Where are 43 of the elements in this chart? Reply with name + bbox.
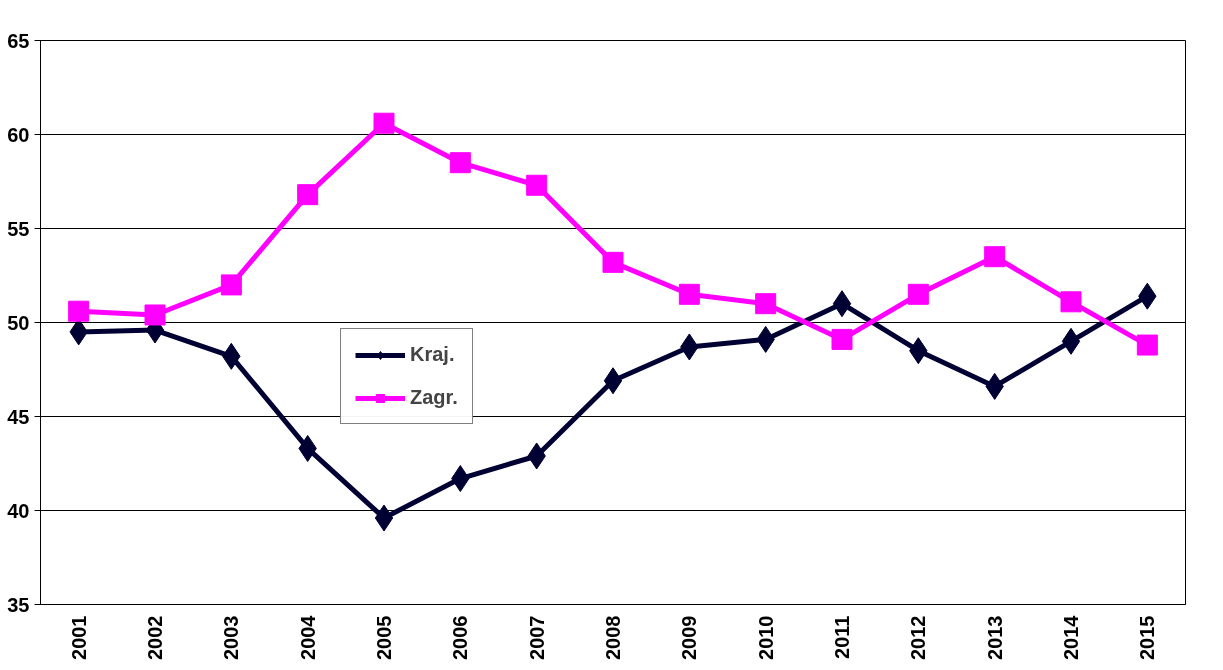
- y-tick-label: 40: [7, 499, 30, 522]
- x-tick-label: 2006: [449, 615, 472, 660]
- y-tick-label: 55: [7, 217, 30, 240]
- point: [907, 283, 929, 305]
- point: [373, 112, 395, 134]
- legend-label: Kraj.: [410, 343, 455, 366]
- x-tick-label: 2013: [983, 615, 1006, 660]
- legend-label: Zagr.: [410, 386, 458, 409]
- point: [832, 290, 852, 318]
- point: [603, 367, 623, 395]
- x-tick-label: 2015: [1136, 615, 1159, 660]
- x-tick-label: 2014: [1060, 614, 1082, 660]
- y-tick-label: 65: [7, 29, 30, 52]
- y-tick-label: 45: [7, 405, 30, 428]
- point: [297, 184, 319, 206]
- point: [831, 328, 853, 350]
- point: [449, 152, 471, 174]
- x-tick-label: 2003: [220, 615, 243, 660]
- x-tick-label: 2011: [831, 615, 853, 659]
- y-tick-label: 60: [7, 123, 30, 146]
- point: [374, 504, 394, 532]
- point: [602, 251, 624, 273]
- point: [678, 283, 700, 305]
- y-tick-label: 35: [7, 593, 30, 616]
- x-tick-label: 2005: [373, 615, 395, 660]
- y-tick-label: 50: [7, 311, 30, 334]
- x-tick-label: 2012: [907, 615, 930, 660]
- x-tick-label: 2004: [296, 614, 319, 660]
- point: [984, 246, 1006, 268]
- x-tick-label: 2001: [67, 615, 90, 660]
- x-tick-label: 2008: [602, 615, 624, 660]
- point: [1060, 291, 1082, 313]
- point: [526, 174, 548, 196]
- x-tick-label: 2009: [678, 615, 701, 660]
- point: [68, 300, 90, 322]
- point: [1061, 327, 1081, 355]
- x-tick-label: 2007: [525, 615, 548, 660]
- point: [1136, 334, 1158, 356]
- x-tick-label: 2002: [144, 615, 166, 660]
- point: [755, 293, 777, 315]
- point: [144, 304, 166, 326]
- x-tick-label: 2010: [754, 615, 777, 660]
- point: [220, 274, 242, 296]
